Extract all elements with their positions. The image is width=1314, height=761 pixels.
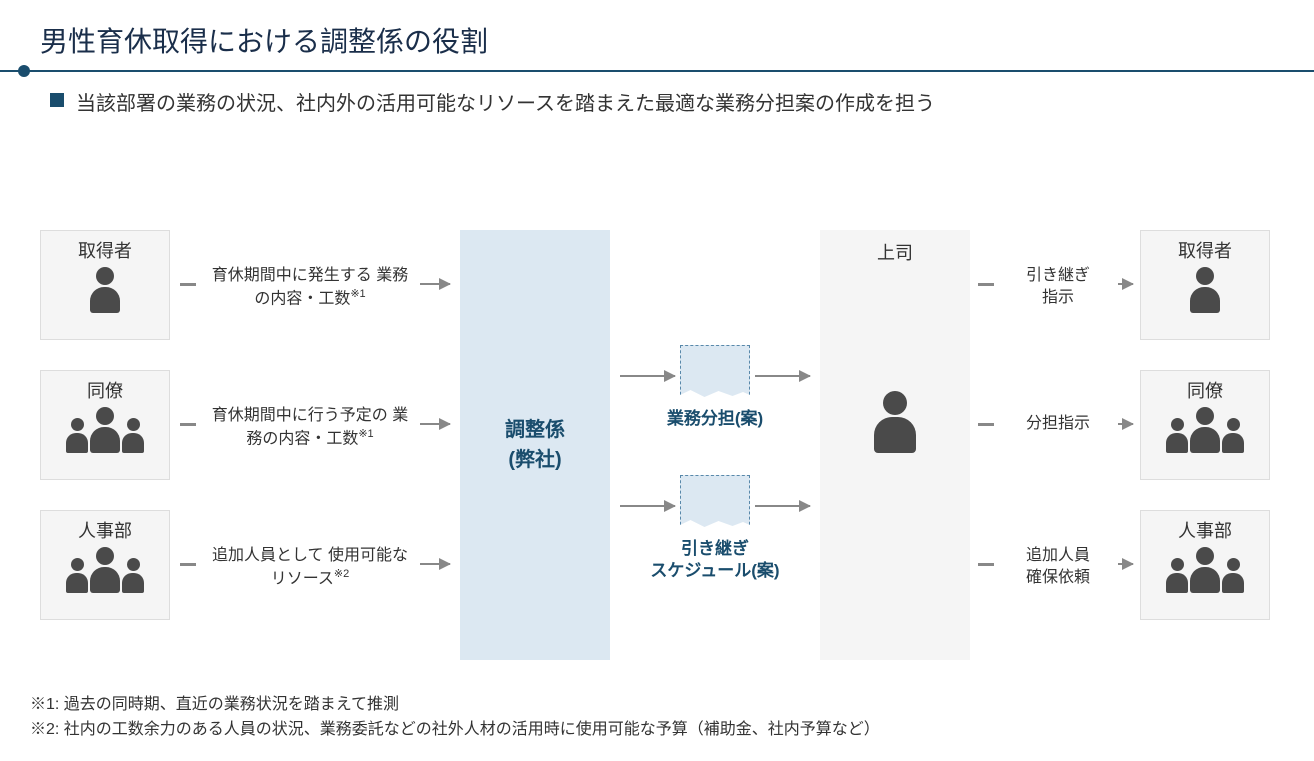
input-text-1: 育休期間中に発生する 業務の内容・工数※1 (205, 265, 415, 311)
right-text-2: 分担指示 (998, 413, 1118, 435)
actor-label: 人事部 (78, 517, 132, 543)
connector-dash (180, 563, 196, 566)
input-text-2: 育休期間中に行う予定の 業務の内容・工数※1 (205, 405, 415, 451)
right-text-1: 引き継ぎ 指示 (998, 265, 1118, 310)
coordinator-box: 調整係 (弊社) (460, 230, 610, 660)
footnotes: ※1: 過去の同時期、直近の業務状況を踏まえて推測 ※2: 社内の工数余力のある… (30, 692, 880, 743)
output-label-1: 業務分担(案) (635, 408, 795, 430)
actor-box-acquirer-left: 取得者 (40, 230, 170, 340)
actor-box-hr-left: 人事部 (40, 510, 170, 620)
arrow-icon (620, 505, 675, 507)
arrow-icon (420, 563, 450, 565)
page-title: 男性育休取得における調整係の役割 (0, 0, 1314, 70)
actor-box-colleague-right: 同僚 (1140, 370, 1270, 480)
actor-box-colleague-left: 同僚 (40, 370, 170, 480)
actor-label: 同僚 (87, 377, 123, 403)
arrow-icon (620, 375, 675, 377)
bullet-square-icon (50, 93, 64, 107)
arrow-icon (755, 375, 810, 377)
title-underline (0, 70, 1314, 72)
connector-dash (978, 563, 994, 566)
summary-bullet: 当該部署の業務の状況、社内外の活用可能なリソースを踏まえた最適な業務分担案の作成… (0, 87, 1314, 116)
person-icon (874, 391, 916, 453)
connector-dash (180, 423, 196, 426)
group-icon (1166, 407, 1244, 453)
connector-dash (180, 283, 196, 286)
document-icon (680, 345, 750, 400)
supervisor-box: 上司 (820, 230, 970, 660)
actor-box-acquirer-right: 取得者 (1140, 230, 1270, 340)
actor-label: 取得者 (1178, 237, 1232, 263)
person-icon (90, 267, 120, 313)
arrow-icon (420, 283, 450, 285)
group-icon (66, 547, 144, 593)
output-label-2: 引き継ぎ スケジュール(案) (635, 538, 795, 582)
footnote-2: ※2: 社内の工数余力のある人員の状況、業務委託などの社外人材の活用時に使用可能… (30, 717, 880, 743)
connector-dash (978, 423, 994, 426)
input-text-3: 追加人員として 使用可能なリソース※2 (205, 545, 415, 591)
summary-text: 当該部署の業務の状況、社内外の活用可能なリソースを踏まえた最適な業務分担案の作成… (76, 87, 935, 116)
arrow-icon (1118, 283, 1133, 285)
footnote-1: ※1: 過去の同時期、直近の業務状況を踏まえて推測 (30, 692, 880, 718)
arrow-icon (1118, 423, 1133, 425)
arrow-icon (1118, 563, 1133, 565)
coordinator-label-1: 調整係 (505, 415, 565, 445)
person-icon (1190, 267, 1220, 313)
actor-label: 人事部 (1178, 517, 1232, 543)
actor-label: 同僚 (1187, 377, 1223, 403)
arrow-icon (420, 423, 450, 425)
flow-diagram: 取得者 同僚 人事部 育休期間中に発生する 業務の内容・工数※1 育休期間中に行… (30, 210, 1284, 670)
right-text-3: 追加人員 確保依頼 (998, 545, 1118, 590)
supervisor-label: 上司 (877, 240, 913, 267)
group-icon (66, 407, 144, 453)
arrow-icon (755, 505, 810, 507)
document-icon (680, 475, 750, 530)
actor-box-hr-right: 人事部 (1140, 510, 1270, 620)
group-icon (1166, 547, 1244, 593)
coordinator-label-2: (弊社) (508, 445, 561, 475)
connector-dash (978, 283, 994, 286)
actor-label: 取得者 (78, 237, 132, 263)
